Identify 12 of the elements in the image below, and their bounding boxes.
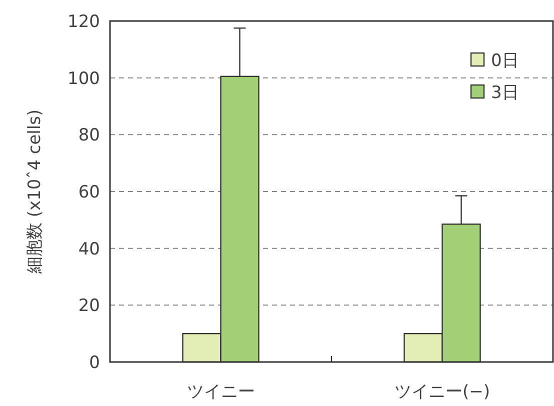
y-tick-label: 0 xyxy=(89,353,100,373)
x-tick-label: ツイニー(−) xyxy=(394,382,490,402)
y-tick-label: 20 xyxy=(78,296,100,316)
y-tick-label: 60 xyxy=(78,182,100,202)
legend-label: 3日 xyxy=(491,83,519,103)
y-tick-label: 40 xyxy=(78,239,100,260)
x-tick-label: ツイニー xyxy=(186,382,255,402)
y-tick-label: 80 xyxy=(78,126,100,146)
legend-label: 0日 xyxy=(491,51,519,71)
y-tick-label: 100 xyxy=(68,68,100,89)
y-tick-label: 120 xyxy=(68,12,100,32)
y-axis-title: 細胞数 (x10ˆ4 cells) xyxy=(25,109,45,275)
